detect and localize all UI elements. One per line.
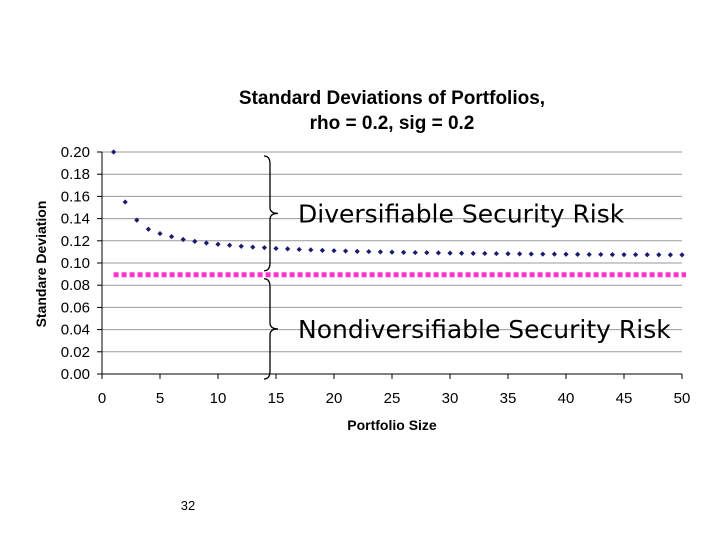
data-point [679, 252, 685, 258]
data-point [227, 242, 233, 248]
x-tick-label: 30 [442, 390, 459, 407]
data-point [192, 238, 198, 244]
data-point [111, 149, 117, 155]
data-point [157, 230, 163, 237]
x-axis-label: Portfolio Size [347, 417, 437, 433]
data-point [598, 251, 604, 258]
x-tick-labels: 0 5 10 15 20 25 30 35 40 45 50 [98, 390, 691, 407]
y-tick-label: 0.08 [61, 277, 90, 294]
chart-title-line1: Standard Deviations of Portfolios, [239, 88, 545, 109]
y-tick-label: 0.18 [61, 166, 90, 183]
data-point [667, 252, 673, 258]
data-point [145, 226, 151, 232]
x-tick-label: 5 [156, 390, 164, 407]
data-point [575, 251, 581, 257]
data-point [377, 249, 383, 255]
x-tick-label: 15 [268, 390, 285, 407]
data-point [238, 243, 244, 249]
data-point [412, 249, 418, 256]
data-point [528, 251, 534, 257]
y-tick-label: 0.12 [61, 233, 90, 250]
y-tick-label: 0.02 [61, 344, 90, 361]
x-tick-label: 10 [210, 390, 227, 407]
data-point [296, 246, 302, 253]
data-point [551, 251, 557, 257]
diversifiable-risk-brace [263, 155, 279, 272]
data-point [401, 249, 407, 255]
data-point [540, 251, 546, 257]
y-tick-labels: 0.00 0.02 0.04 0.06 0.08 0.10 0.12 0.14 0.16 0.18… [61, 144, 90, 383]
data-point [215, 241, 221, 247]
data-point [366, 248, 372, 255]
data-point [273, 245, 279, 252]
nondiversifiable-risk-brace [263, 278, 279, 380]
chart-title-line2: rho = 0.2, sig = 0.2 [310, 113, 475, 134]
data-point [609, 251, 615, 258]
data-point [447, 250, 453, 256]
data-point [633, 252, 639, 258]
x-tick-label: 25 [384, 390, 401, 407]
x-tick-label: 45 [616, 390, 633, 407]
data-point [470, 250, 476, 256]
data-point [319, 247, 325, 253]
data-point [644, 252, 650, 258]
y-tick-label: 0.16 [61, 188, 90, 205]
data-point [250, 244, 256, 250]
x-tick-label: 20 [326, 390, 343, 407]
data-point [261, 245, 267, 251]
data-point [308, 247, 314, 253]
data-point [656, 252, 662, 258]
data-point [482, 250, 488, 257]
data-point [134, 217, 140, 223]
y-axis-label: Standare Deviation [33, 201, 49, 328]
data-points [111, 149, 685, 258]
gridlines [97, 151, 683, 379]
data-point [285, 246, 291, 252]
y-tick-label: 0.00 [61, 366, 90, 383]
data-point [389, 249, 395, 255]
data-point [331, 248, 337, 254]
data-point [505, 251, 511, 257]
y-tick-label: 0.06 [61, 299, 90, 316]
page-number: 32 [181, 498, 195, 513]
data-point [203, 240, 209, 246]
data-point [517, 251, 523, 257]
x-tick-label: 0 [98, 390, 106, 407]
y-tick-label: 0.10 [61, 255, 90, 272]
data-point [459, 250, 465, 256]
data-point [621, 252, 627, 258]
data-point [169, 233, 175, 240]
data-point [180, 236, 186, 243]
data-point [122, 199, 128, 205]
data-point [424, 250, 430, 256]
data-point [354, 248, 360, 254]
y-tick-label: 0.04 [61, 322, 90, 339]
data-point [435, 250, 441, 256]
data-point [343, 248, 349, 254]
nondiversifiable-risk-label: Nondiversifiable Security Risk [298, 315, 671, 344]
diversifiable-risk-label: Diversifiable Security Risk [298, 199, 625, 228]
data-point [493, 250, 499, 257]
x-tick-label: 40 [558, 390, 575, 407]
data-point [586, 251, 592, 258]
x-tick-label: 35 [500, 390, 517, 407]
y-tick-label: 0.14 [61, 211, 90, 228]
x-tick-label: 50 [674, 390, 691, 407]
y-tick-label: 0.20 [61, 144, 90, 161]
data-point [563, 251, 569, 257]
